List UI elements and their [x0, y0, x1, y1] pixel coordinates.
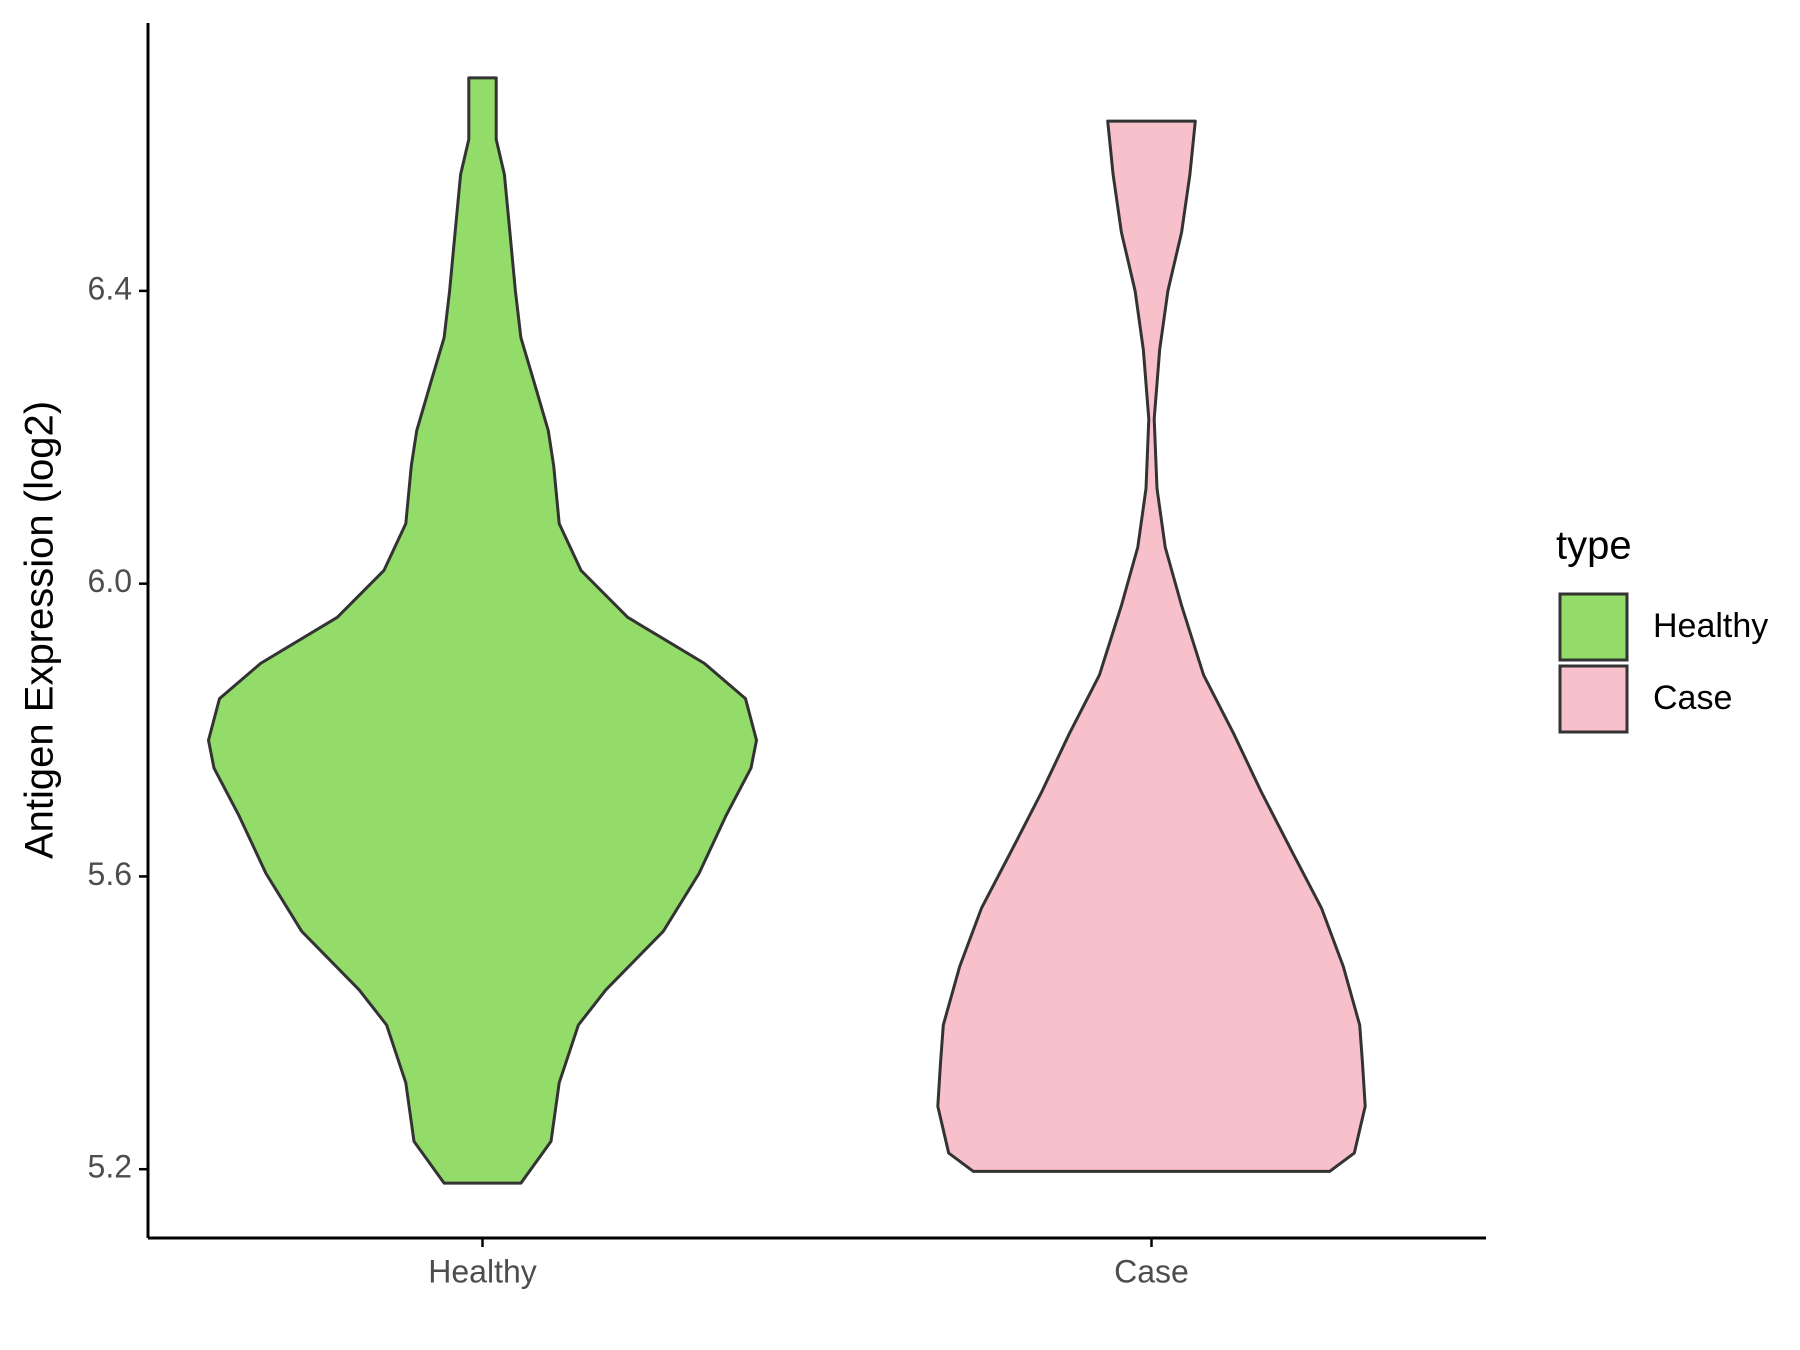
legend-label: Case [1653, 679, 1732, 717]
y-tick-label: 5.6 [88, 856, 132, 892]
y-tick-label: 6.4 [88, 270, 132, 306]
legend-key [1558, 592, 1629, 662]
y-axis-title: Antigen Expression (log2) [18, 401, 62, 859]
x-tick-label: Case [1114, 1253, 1189, 1289]
violin [936, 119, 1367, 1173]
x-tick-label: Healthy [428, 1253, 537, 1289]
violin [207, 76, 758, 1185]
y-tick-label: 5.2 [88, 1149, 132, 1185]
legend-key [1558, 664, 1629, 734]
legend-title: type [1556, 524, 1632, 568]
legend-label: Healthy [1653, 607, 1768, 645]
y-tick-label: 6.0 [88, 563, 132, 599]
